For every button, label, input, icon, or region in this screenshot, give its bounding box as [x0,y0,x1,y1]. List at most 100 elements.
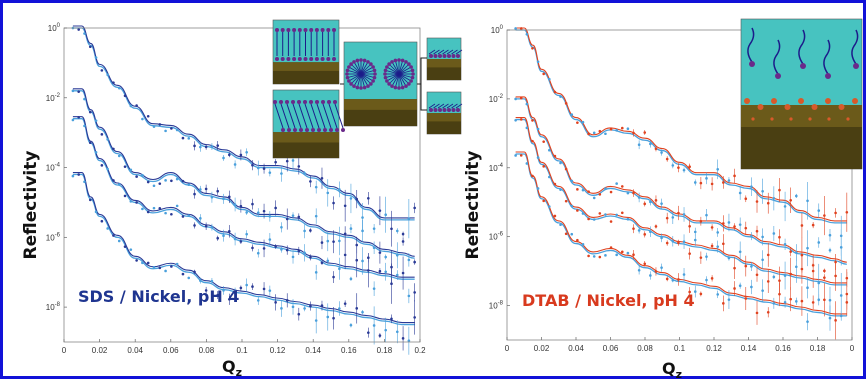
chart-sds-data-point [349,277,353,281]
inset-headgroup [317,128,321,132]
chart-dtab-data-point [839,314,843,318]
chart-sds-data-point [106,167,109,171]
inset-micelle-tail [350,73,362,85]
chart-sds-data-point [152,125,156,128]
inset-micelle-tail [398,73,407,87]
chart-dtab-data-point [705,213,708,217]
chart-sds-data-point [181,215,185,218]
chart-sds-data-point [355,307,359,310]
chart-dtab-x-tick-label: 0.08 [637,344,653,353]
inset-micelle-tail [356,73,362,88]
inset-micelle-tail [398,73,410,85]
chart-dtab-data-point [598,212,602,215]
chart-dtab-data-point [592,255,596,258]
chart-sds-schematic-inset [272,19,463,159]
chart-dtab-data-point [727,221,731,224]
chart-sds-data-point [274,301,277,304]
chart-sds-data-point [129,104,133,108]
chart-dtab-data-point [806,320,809,323]
chart-dtab-data-point [604,213,607,216]
chart-dtab-data-point [592,196,596,200]
chart-sds-data-point [320,304,324,307]
inset-micelle-tail [398,63,410,75]
chart-sds-data-point [384,270,387,274]
chart-dtab-data-point [564,232,568,236]
chart-dtab-data-point [783,300,787,304]
chart-sds-data-point [181,179,185,183]
chart-dtab-data-point [727,179,731,182]
chart-dtab-data-point [660,266,663,269]
chart-dtab-data-point [817,241,821,244]
chart-dtab-data-point [828,233,832,237]
chart-sds-data-point [361,259,364,263]
chart-sds-data-point [251,202,254,206]
inset-headgroup [320,28,325,32]
chart-sds-data-point [222,197,225,201]
chart-sds-data-point [349,227,353,230]
inset-surfactant-tail [798,29,806,65]
chart-sds-data-point [372,246,376,250]
inset-headgroup [800,63,806,69]
inset-micelle-tail [360,60,366,75]
chart-sds-data-point [262,209,266,213]
inset-surfactant-tail [446,103,454,109]
inset-connector-line [417,57,427,111]
chart-sds-data-point [320,176,324,180]
chart-sds-data-point [309,180,312,183]
chart-sds-x-tick-label: 0.06 [163,346,179,355]
inset-adsorbed-head [838,104,845,110]
chart-sds-data-point [141,207,144,211]
chart-dtab-data-point [665,157,669,161]
chart-dtab-data-point [677,211,680,215]
chart-sds-x-axis-label-text: Q [222,357,236,376]
chart-sds-data-point [291,305,295,309]
chart-sds-data-point [314,271,318,274]
inset-headgroup [309,28,314,32]
chart-sds-data-point [129,248,133,251]
inset-surfactant-tail [328,103,338,129]
inset-headgroup [303,28,308,32]
chart-dtab-data-point [766,310,770,314]
chart-sds-data-point [175,262,179,266]
chart-sds-data-point [407,258,411,262]
chart-sds-data-point [378,334,382,337]
chart-sds-data-point [349,197,353,200]
chart-dtab-plot [514,27,849,340]
chart-dtab-data-point [536,156,540,159]
inset-headgroup [447,108,451,112]
chart-dtab-data-point [705,255,708,258]
chart-sds-data-point [71,174,75,178]
inset-headgroup [321,100,325,104]
chart-dtab-data-point [755,200,759,203]
inset-headgroup [332,28,336,32]
chart-sds-data-point [123,194,127,198]
inset-micelle-tail [394,73,400,88]
chart-sds-data-point [361,229,364,233]
inset-surfactant-tail [298,103,308,129]
chart-dtab-fit-line [515,96,847,263]
chart-dtab-data-point [682,213,686,216]
chart-dtab-data-point [811,301,815,304]
chart-dtab-data-point [716,231,720,234]
chart-dtab-data-point [604,187,607,190]
inset-headgroup [315,100,319,104]
chart-sds-data-point [291,255,295,259]
inset-headgroup [451,54,456,58]
chart-sds-data-point [233,203,237,206]
chart-dtab-data-point [710,226,714,229]
chart-sds-data-point [338,267,341,271]
chart-dtab-data-point [705,177,708,180]
chart-dtab-data-point [682,168,686,172]
chart-dtab-data-point [744,264,748,268]
chart-dtab-data-point [604,132,607,136]
chart-dtab-data-point [615,182,618,185]
chart-dtab-data-point [620,250,624,254]
chart-sds-data-point [407,217,411,220]
inset-micelle-head [369,62,373,66]
chart-dtab-data-point [688,224,691,228]
chart-dtab-data-point [542,199,545,203]
chart-dtab-data-point [834,211,837,215]
chart-sds-data-point [326,191,330,195]
chart-sds-data-point [291,159,295,162]
chart-dtab-annotation: DTAB / Nickel, pH 4 [522,291,695,310]
